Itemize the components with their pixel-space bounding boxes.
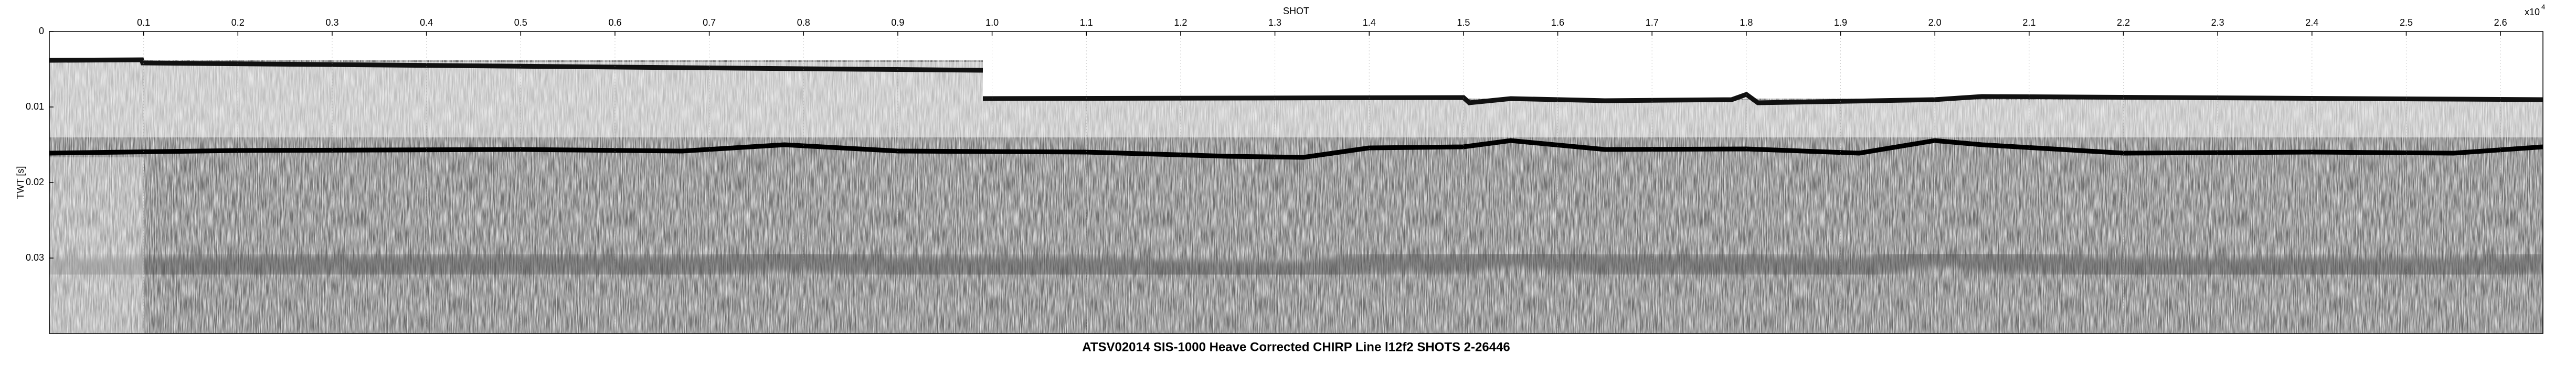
x-exponent-base: x10 [2525,7,2540,17]
x-tick-label: 1.2 [1174,17,1187,28]
x-tick-label: 0.7 [703,17,716,28]
x-tick-label: 0.8 [797,17,810,28]
x-tick-label: 0.9 [891,17,904,28]
x-tick-label: 1.0 [985,17,999,28]
x-axis-label: SHOT [1283,6,1309,16]
water-column [49,31,2543,99]
x-tick-label: 2.0 [1928,17,1942,28]
x-tick-label: 1.8 [1740,17,1753,28]
x-exponent: 4 [2541,3,2545,10]
seafloor-reflector [49,57,2543,105]
y-tick-label: 0.03 [26,252,44,263]
x-tick-label: 0.4 [420,17,433,28]
y-axis-label: TWT [s] [15,166,26,199]
x-tick-label: 0.2 [231,17,245,28]
x-tick-label: 1.9 [1834,17,1847,28]
y-tick-label: 0.02 [26,177,44,187]
x-tick-label: 1.1 [1080,17,1093,28]
x-tick-label: 0.1 [137,17,150,28]
x-tick-label: 1.7 [1646,17,1659,28]
x-tick-label: 1.4 [1363,17,1376,28]
seismic-image [49,31,2543,334]
x-tick-label: 2.2 [2117,17,2130,28]
x-tick-label: 2.1 [2022,17,2036,28]
y-tick-label: 0 [39,26,44,36]
x-tick-label: 1.6 [1551,17,1564,28]
image-blank-zone [49,157,144,334]
y-tick-label: 0.01 [26,101,44,112]
x-tick-label: 2.3 [2211,17,2224,28]
x-tick-label: 0.5 [514,17,527,28]
chart-title: ATSV02014 SIS-1000 Heave Corrected CHIRP… [1082,340,1510,354]
x-tick-label: 0.6 [608,17,621,28]
x-tick-label: 0.3 [325,17,338,28]
x-tick-label: 2.6 [2494,17,2507,28]
x-tick-label: 2.4 [2305,17,2318,28]
x-tick-label: 2.5 [2400,17,2413,28]
subbottom-reflector [49,138,2543,160]
x-tick-label: 1.5 [1457,17,1470,28]
x-tick-label: 1.3 [1268,17,1281,28]
